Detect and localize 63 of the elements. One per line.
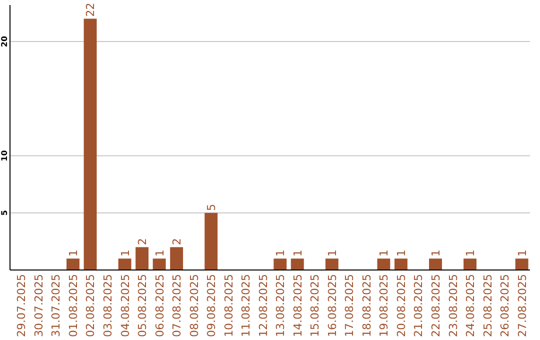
bar [325, 258, 338, 270]
x-tick-label: 26.08.2025 [498, 274, 512, 337]
bar [274, 258, 287, 270]
data-label: 1 [464, 250, 478, 257]
x-tick-label: 05.08.2025 [136, 274, 150, 337]
bar [204, 212, 218, 270]
x-tick-label: 20.08.2025 [394, 274, 408, 337]
bar [290, 258, 304, 270]
x-tick-label: 17.08.2025 [343, 274, 356, 337]
data-label: 1 [378, 250, 391, 257]
data-label: 22 [84, 2, 98, 17]
data-label: 5 [205, 204, 218, 211]
x-tick-label: 25.08.2025 [481, 274, 494, 337]
bar [515, 258, 528, 270]
bar [152, 258, 166, 270]
bar [118, 258, 132, 270]
data-label: 1 [274, 250, 288, 257]
x-tick-label: 16.08.2025 [326, 274, 339, 337]
bar [66, 258, 80, 270]
x-tick-label: 23.08.2025 [446, 274, 460, 337]
data-label: 2 [170, 238, 184, 246]
x-tick-label: 18.08.2025 [360, 274, 374, 337]
y-tick-label: 10 [0, 150, 9, 162]
x-tick-label: 10.08.2025 [222, 274, 236, 337]
x-tick-label: 01.08.2025 [66, 274, 80, 337]
x-tick-label: 15.08.2025 [308, 274, 322, 337]
bar [464, 258, 476, 270]
data-label: 1 [429, 250, 442, 257]
bar [377, 258, 390, 270]
x-tick-label: 24.08.2025 [464, 274, 478, 337]
data-label: 1 [394, 250, 408, 257]
x-tick-label: 02.08.2025 [84, 274, 98, 337]
bar [84, 18, 97, 270]
x-tick-label: 08.08.2025 [188, 274, 201, 337]
bar [170, 247, 184, 270]
x-tick-label: 22.08.2025 [429, 274, 442, 337]
x-tick-label: 04.08.2025 [118, 274, 132, 337]
x-tick-label: 14.08.2025 [291, 274, 304, 337]
data-label: 1 [291, 250, 304, 257]
x-tick-label: 19.08.2025 [378, 274, 391, 337]
x-tick-label: 11.08.2025 [240, 274, 253, 337]
x-tick-label: 03.08.2025 [102, 274, 115, 337]
data-label: 1 [118, 250, 132, 257]
data-label: 1 [66, 250, 80, 257]
data-label: 2 [136, 238, 150, 246]
x-tick-label: 09.08.2025 [205, 274, 218, 337]
y-tick-label: 20 [0, 36, 9, 48]
x-tick-label: 07.08.2025 [170, 274, 184, 337]
x-tick-label: 27.08.2025 [516, 274, 529, 337]
x-tick-label: 21.08.2025 [412, 274, 426, 337]
x-tick-label: 13.08.2025 [274, 274, 288, 337]
data-label: 1 [516, 250, 529, 257]
data-label: 1 [153, 250, 166, 257]
bar [136, 247, 149, 270]
bar [394, 258, 408, 270]
y-tick-label: 5 [0, 210, 9, 216]
x-tick-label: 06.08.2025 [153, 274, 166, 337]
x-tick-label: 29.07.2025 [15, 274, 28, 337]
x-tick-label: 31.07.2025 [50, 274, 63, 337]
x-tick-label: 30.07.2025 [32, 274, 46, 337]
data-label: 1 [326, 250, 339, 257]
x-tick-label: 12.08.2025 [256, 274, 270, 337]
bar [429, 258, 442, 270]
